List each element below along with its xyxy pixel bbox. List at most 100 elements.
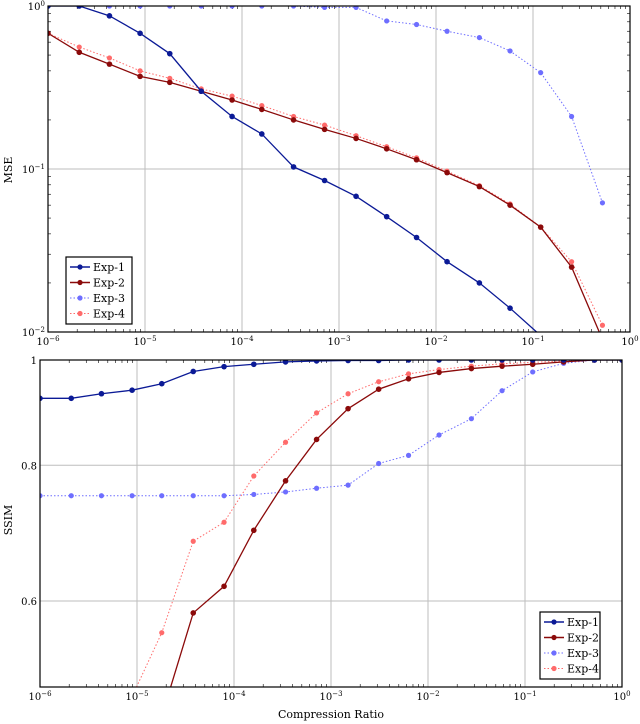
exp-1-point (282, 360, 289, 365)
exp-1-point (98, 390, 105, 397)
plot-area (48, 6, 606, 343)
exp-3-point (599, 200, 606, 206)
exp-3-point (290, 6, 297, 9)
exp-3-point (538, 70, 544, 76)
exp-2-point (106, 61, 113, 67)
exp-1-point (436, 360, 442, 363)
exp-4-point (251, 473, 257, 479)
y-tick-label: 10−1 (22, 163, 45, 176)
y-tick-label: 100 (28, 0, 45, 13)
legend-exp-1-label: Exp-1 (93, 261, 125, 274)
exp-1-point (405, 360, 412, 363)
exp-1-point (529, 360, 536, 363)
exp-3-point (229, 6, 235, 9)
exp-4-point (599, 322, 606, 328)
x-tick-label: 10−2 (424, 335, 447, 348)
legend: Exp-1 Exp-2 Exp-3 Exp-4 (539, 611, 601, 680)
exp-2-point (353, 135, 359, 142)
exp-4-point (229, 93, 235, 99)
exp-2-point (321, 126, 328, 133)
exp-3-point (384, 18, 390, 24)
exp-4-point (76, 44, 82, 50)
exp-3-point (413, 21, 420, 28)
exp-4-point (106, 55, 113, 61)
exp-3-point (507, 48, 513, 54)
exp-3-point (137, 6, 143, 9)
plot-frame (39, 359, 623, 688)
exp-2-point (405, 375, 412, 382)
exp-1-point (48, 6, 51, 9)
legend-exp-2-marker (551, 634, 557, 641)
exp-1-point (507, 305, 513, 311)
x-tick-label: 10−1 (513, 690, 536, 703)
exp-2-point (383, 146, 390, 152)
exp-3-point (405, 452, 412, 458)
exp-1-point (413, 234, 420, 241)
legend-exp-1-label: Exp-1 (567, 616, 599, 629)
exp-1-point (468, 360, 475, 363)
exp-4-point (137, 68, 143, 74)
exp-2-point (221, 583, 227, 590)
exp-3-point (313, 485, 320, 491)
exp-3-point (345, 482, 351, 488)
x-tick-label: 10−5 (125, 690, 148, 703)
exp-1-line (40, 360, 622, 399)
exp-4-point (190, 538, 196, 544)
exp-3-point (530, 369, 536, 375)
exp-2-point (499, 363, 505, 369)
exp-2-point (48, 30, 51, 37)
legend-exp-1-marker (77, 264, 83, 270)
exp-4-point (221, 519, 227, 525)
exp-3-point (282, 489, 289, 495)
exp-2-point (444, 169, 450, 176)
exp-1-point (619, 360, 622, 363)
legend-box (65, 256, 133, 325)
exp-1-point (313, 360, 320, 364)
exp-1-point (591, 360, 598, 363)
exp-3-point (106, 6, 113, 9)
x-tick-label: 10−3 (319, 690, 342, 703)
exp-4-point (345, 391, 351, 397)
exp-3-point (259, 6, 265, 9)
exp-2-point (258, 106, 265, 113)
legend-exp-4-marker (77, 310, 83, 317)
legend-exp-1-marker (551, 619, 557, 625)
legend-exp-3-label: Exp-3 (93, 292, 125, 305)
exp-2-point (600, 337, 606, 343)
exp-1-point (198, 88, 205, 95)
exp-3-point (499, 388, 505, 394)
exp-3-point (476, 34, 482, 41)
x-tick-label: 10−6 (36, 335, 60, 348)
exp-2-point (190, 610, 197, 616)
x-tick-label: 10−1 (521, 335, 544, 348)
exp-2-point (468, 365, 475, 372)
legend-exp-3-marker (77, 295, 83, 301)
exp-1-point (353, 193, 359, 200)
exp-1-point (476, 280, 483, 286)
exp-2-point (250, 527, 257, 534)
x-axis-label: Compression Ratio (278, 708, 384, 721)
exp-1-point (229, 113, 235, 120)
legend-exp-2-marker (77, 279, 83, 286)
exp-2-point (476, 183, 483, 190)
exp-4-point (167, 75, 173, 81)
exp-1-point (321, 177, 328, 184)
exp-1-point (76, 6, 83, 9)
exp-3-point (167, 6, 173, 9)
exp-4-point (376, 379, 382, 385)
exp-2-point (436, 369, 442, 376)
exp-2-point (413, 156, 420, 163)
y-tick-label: 1 (31, 356, 37, 367)
exp-4-point (405, 371, 412, 377)
exp-1-point (166, 50, 173, 57)
x-tick-label: 10−5 (133, 335, 156, 348)
legend-exp-4-marker (551, 665, 557, 672)
legend-exp-3-marker (551, 650, 557, 656)
ssim-y-axis-label: SSIM (2, 505, 15, 536)
legend-exp-2-label: Exp-2 (93, 277, 125, 290)
plot-area (40, 360, 622, 687)
legend-exp-4-label: Exp-4 (567, 663, 599, 676)
exp-4-point (569, 259, 575, 265)
legend-exp-2-label: Exp-2 (567, 632, 599, 645)
